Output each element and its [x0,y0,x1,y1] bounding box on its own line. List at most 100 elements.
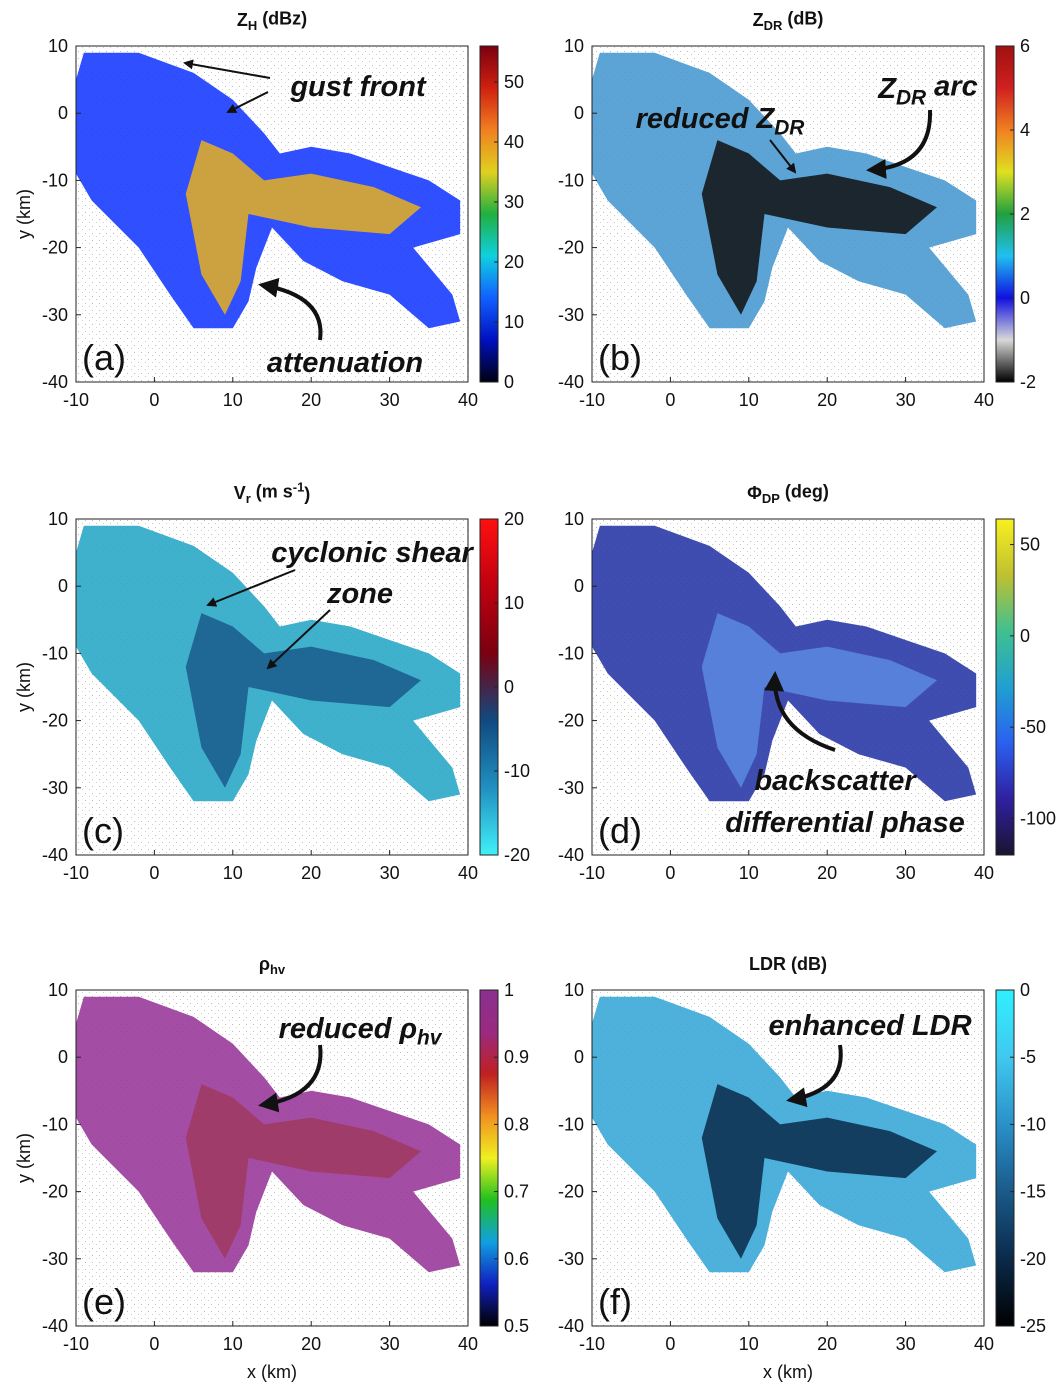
y-tick-label: -20 [558,238,584,258]
text-segment: (m s [251,481,293,501]
panel-label: (f) [598,1281,632,1322]
y-tick-label: -20 [42,1182,68,1202]
text-segment: r [246,491,251,506]
annotation: enhanced LDR [768,1010,971,1042]
y-tick-label: 10 [564,36,584,56]
annotation-arrow [266,609,331,670]
text-segment: backscatter [754,765,917,797]
panel-label: (d) [598,810,642,851]
text-segment: DP [762,491,780,506]
text-segment: reduced Z [636,103,776,135]
text-segment: zone [326,578,393,610]
x-tick-label: 10 [739,1334,759,1354]
annotation: differential phase [725,807,965,839]
y-axis-label: y (km) [14,662,34,712]
annotation: reduced ρhv [279,1013,443,1049]
x-tick-label: 40 [974,390,994,410]
annotation: ZDR arc [877,71,977,110]
x-tick-label: -10 [63,1334,89,1354]
y-tick-label: 0 [58,1047,68,1067]
y-tick-label: -10 [42,1114,68,1134]
text-segment: DR [764,18,783,33]
colorbar-tick-label: 1 [504,980,514,1000]
colorbar-tick-label: 4 [1020,120,1030,140]
colorbar-tick-label: -10 [1020,1114,1046,1134]
text-segment: Z [753,10,764,30]
annotation-arrow [183,59,271,79]
x-tick-label: 40 [974,863,994,883]
y-tick-label: -30 [558,305,584,325]
x-tick-label: 20 [817,863,837,883]
x-tick-label: -10 [579,863,605,883]
y-tick-label: -40 [558,845,584,865]
x-tick-label: 30 [896,1334,916,1354]
x-tick-label: 20 [817,1334,837,1354]
colorbar-tick-label: -20 [504,845,530,865]
y-tick-label: 0 [574,103,584,123]
echo-core [701,1084,937,1259]
x-tick-label: 10 [739,390,759,410]
colorbar-tick-label: -50 [1020,717,1046,737]
annotation: gust front [289,71,427,103]
x-tick-label: -10 [63,390,89,410]
panel-title: ZH (dBz) [237,8,307,32]
echo-core [185,613,421,788]
y-tick-label: 10 [48,980,68,1000]
colorbar-tick-label: -100 [1020,808,1056,828]
y-tick-label: -10 [42,643,68,663]
text-segment: attenuation [267,347,423,379]
y-tick-label: 0 [574,576,584,596]
annotation-arrow [206,569,296,607]
x-tick-label: -10 [579,390,605,410]
x-tick-label: 10 [223,390,243,410]
x-tick-label: 30 [896,863,916,883]
y-tick-label: 0 [58,103,68,123]
y-axis-label: y (km) [14,189,34,239]
x-tick-label: 20 [301,390,321,410]
y-tick-label: -30 [42,305,68,325]
text-segment: hv [417,1026,443,1049]
annotation: cyclonic shear [271,537,474,569]
colorbar-tick-label: -5 [1020,1047,1036,1067]
colorbar [479,989,499,1327]
colorbar-tick-label: 20 [504,509,524,529]
x-tick-label: 30 [896,390,916,410]
annotation: attenuation [267,347,423,379]
y-tick-label: -20 [42,238,68,258]
plot-frame [591,518,985,856]
colorbar-tick-label: 0.7 [504,1182,529,1202]
x-tick-label: -10 [63,863,89,883]
y-tick-label: -30 [558,1249,584,1269]
colorbar-tick-label: 6 [1020,36,1030,56]
x-tick-label: 10 [223,863,243,883]
text-segment: Z [877,73,897,105]
y-tick-label: -40 [558,1316,584,1336]
colorbar-tick-label: 0 [504,677,514,697]
y-tick-label: 10 [48,36,68,56]
plot-frame [75,518,469,856]
x-axis-label: x (km) [247,1362,297,1382]
panel-label: (c) [82,810,124,851]
y-tick-label: -20 [42,711,68,731]
y-tick-label: -10 [558,170,584,190]
colorbar-tick-label: 50 [504,72,524,92]
panel-title: LDR (dB) [749,954,827,974]
panel-label: (a) [82,337,126,378]
text-segment: reduced ρ [279,1013,417,1045]
y-tick-label: -30 [558,778,584,798]
y-tick-label: -30 [42,1249,68,1269]
colorbar-tick-label: -20 [1020,1249,1046,1269]
x-tick-label: 30 [380,390,400,410]
panel-title: ρhv [259,954,286,977]
annotation: zone [326,578,393,610]
x-tick-label: 0 [665,390,675,410]
x-tick-label: 0 [149,390,159,410]
colorbar-tick-label: 20 [504,252,524,272]
x-tick-label: 10 [739,863,759,883]
colorbar-tick-label: -2 [1020,372,1036,392]
x-axis-label: x (km) [763,1362,813,1382]
text-segment: ) [304,484,310,504]
echo-core [185,1084,421,1259]
y-tick-label: 10 [48,509,68,529]
y-axis-label: y (km) [14,1133,34,1183]
